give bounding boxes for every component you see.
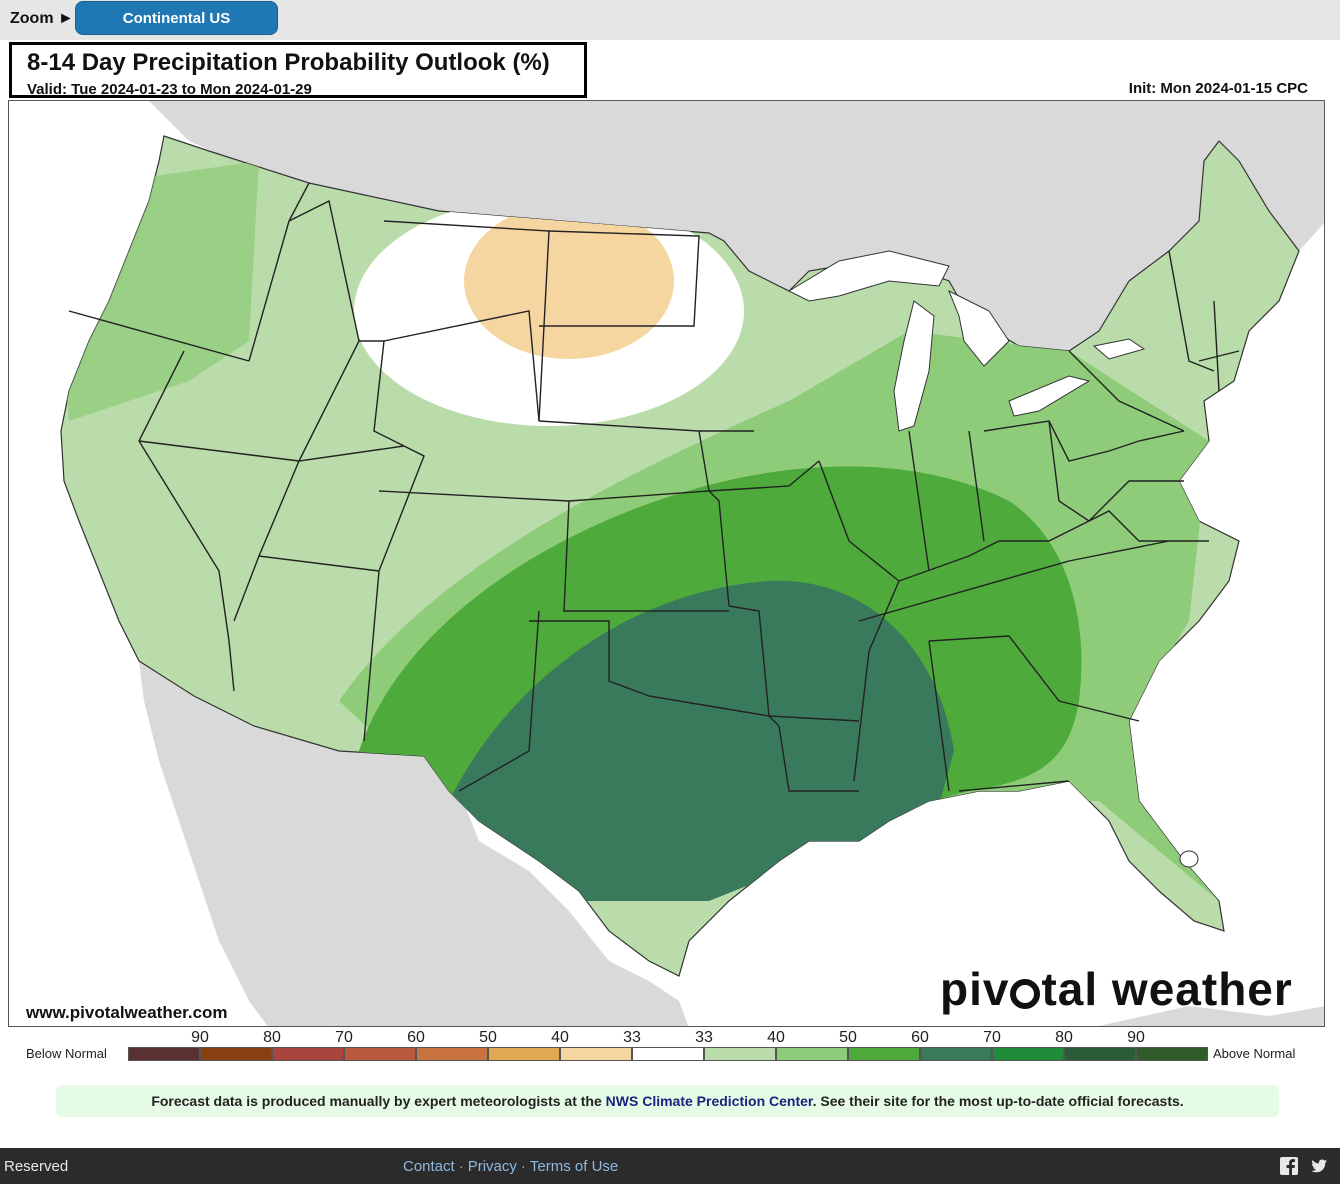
- legend-swatch: [344, 1047, 416, 1061]
- lake-ontario: [1092, 338, 1146, 360]
- legend-swatch: [848, 1047, 920, 1061]
- legend-swatch: [128, 1047, 200, 1061]
- legend-tick-label: 80: [263, 1029, 281, 1046]
- legend-below-normal-label: Below Normal: [26, 1046, 107, 1061]
- legend-tick-label: 50: [839, 1029, 857, 1046]
- legend-tick-label: 90: [1127, 1029, 1145, 1046]
- legend-tick-label: 33: [623, 1029, 641, 1046]
- logo-text-part2: tal weather: [1041, 963, 1293, 1015]
- forecast-notice: Forecast data is produced manually by ex…: [56, 1085, 1279, 1117]
- legend-swatch: [704, 1047, 776, 1061]
- footer-links: Contact · Privacy · Terms of Use: [403, 1158, 618, 1175]
- nws-cpc-link[interactable]: NWS Climate Prediction Center: [605, 1093, 813, 1109]
- legend-tick-label: 70: [335, 1029, 353, 1046]
- lake-okeechobee: [1179, 850, 1199, 868]
- legend-tick-label: 50: [479, 1029, 497, 1046]
- notice-text-after: . See their site for the most up-to-date…: [812, 1093, 1184, 1109]
- map-title-box: 8-14 Day Precipitation Probability Outlo…: [9, 42, 587, 98]
- logo-text-part1: piv: [940, 963, 1010, 1015]
- legend-swatch: [416, 1047, 488, 1061]
- legend-tick-label: 33: [695, 1029, 713, 1046]
- logo-gear-icon: [1010, 979, 1041, 1009]
- lake-erie: [1008, 375, 1091, 417]
- probability-shading: [61, 161, 1219, 901]
- init-text: Init: Mon 2024-01-15 CPC: [1128, 80, 1308, 97]
- legend-tick-label: 60: [407, 1029, 425, 1046]
- above-60-zone: [449, 580, 954, 901]
- legend-swatch: [632, 1047, 704, 1061]
- legend-tick-label: 70: [983, 1029, 1001, 1046]
- map-title: 8-14 Day Precipitation Probability Outlo…: [27, 49, 550, 76]
- legend-swatch: [920, 1047, 992, 1061]
- website-url: www.pivotalweather.com: [26, 1003, 228, 1022]
- footer: Reserved Contact · Privacy · Terms of Use: [0, 1148, 1340, 1184]
- below-normal-33-zone: [464, 203, 674, 359]
- mexico-land: [139, 661, 689, 1026]
- baja-land: [169, 701, 279, 1001]
- legend-swatch: [200, 1047, 272, 1061]
- state-borders: [68, 182, 1240, 792]
- map-frame: [8, 100, 1325, 1027]
- facebook-icon[interactable]: [1280, 1157, 1298, 1175]
- lake-michigan: [893, 300, 935, 432]
- canada-land: [149, 101, 1324, 351]
- contact-link[interactable]: Contact: [403, 1158, 455, 1175]
- legend-tick-label: 40: [767, 1029, 785, 1046]
- legend-swatch: [776, 1047, 848, 1061]
- top-bar: Zoom ► Continental US: [0, 0, 1340, 40]
- precipitation-map: [9, 101, 1324, 1026]
- legend-swatch: [992, 1047, 1064, 1061]
- legend-above-normal-label: Above Normal: [1213, 1046, 1296, 1061]
- legend-swatch: [488, 1047, 560, 1061]
- pivotal-weather-logo: piv tal weather: [940, 962, 1293, 1016]
- legend-swatch: [1064, 1047, 1136, 1061]
- valid-dates: Valid: Tue 2024-01-23 to Mon 2024-01-29: [27, 81, 312, 98]
- lake-superior: [787, 250, 950, 302]
- footer-reserved: Reserved: [4, 1158, 69, 1175]
- legend-tick-label: 90: [191, 1029, 209, 1046]
- cuba-land: [1099, 1006, 1324, 1026]
- footer-separator: ·: [458, 1158, 464, 1175]
- legend-swatch: [1136, 1047, 1208, 1061]
- continental-us-button[interactable]: Continental US: [75, 1, 278, 35]
- zoom-label: Zoom ►: [10, 10, 74, 27]
- privacy-link[interactable]: Privacy: [467, 1158, 517, 1175]
- notice-text-before: Forecast data is produced manually by ex…: [151, 1093, 606, 1109]
- legend-swatch: [560, 1047, 632, 1061]
- lake-huron: [948, 289, 1010, 367]
- legend-tick-label: 80: [1055, 1029, 1073, 1046]
- legend-tick-label: 40: [551, 1029, 569, 1046]
- terms-link[interactable]: Terms of Use: [529, 1158, 619, 1175]
- twitter-icon[interactable]: [1310, 1157, 1328, 1175]
- legend-tick-label: 60: [911, 1029, 929, 1046]
- footer-separator: ·: [520, 1158, 526, 1175]
- legend-swatch: [272, 1047, 344, 1061]
